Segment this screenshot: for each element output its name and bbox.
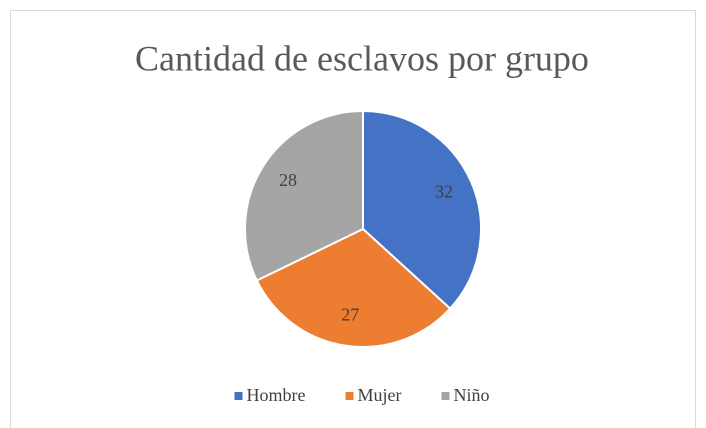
data-label: 28	[279, 170, 297, 190]
legend-label: Hombre	[247, 385, 306, 405]
chart-title: Cantidad de esclavos por grupo	[135, 38, 589, 78]
data-label: 27	[341, 305, 359, 325]
pie-slice	[255, 227, 452, 348]
legend-swatch	[345, 392, 354, 400]
data-label: 32	[435, 181, 453, 201]
pie-slice	[244, 109, 364, 282]
legend-label: Mujer	[357, 385, 401, 405]
legend-label: Niño	[453, 385, 489, 405]
legend-swatch	[441, 392, 450, 400]
legend-swatch	[234, 392, 243, 400]
pie-slice	[362, 109, 482, 311]
